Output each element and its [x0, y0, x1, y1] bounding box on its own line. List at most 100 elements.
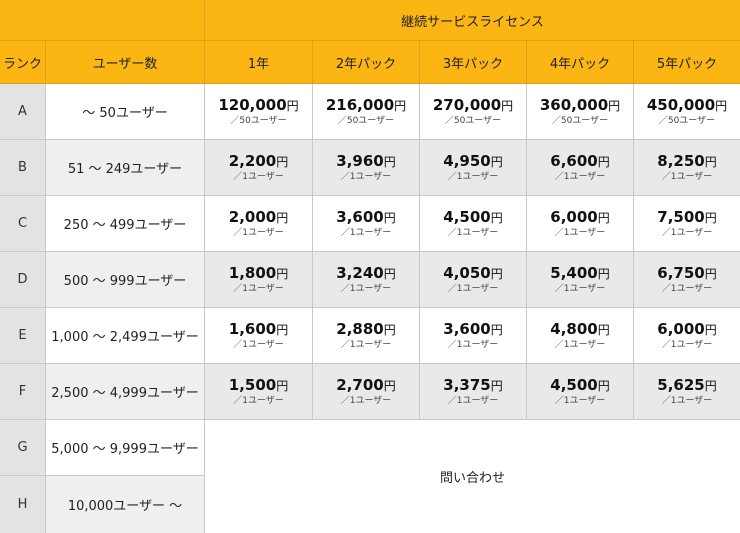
rank-cell: F	[0, 364, 46, 420]
price-cell: 4,800円 ／1ユーザー	[527, 308, 634, 364]
price-amount: 2,700	[336, 375, 384, 394]
price-cell: 270,000円 ／50ユーザー	[420, 84, 527, 140]
currency-suffix: 円	[608, 98, 621, 113]
price-amount: 1,800	[228, 263, 277, 282]
users-cell: 1,000 ～ 2,499ユーザー	[46, 308, 205, 364]
price-amount: 120,000	[218, 95, 287, 114]
currency-suffix: 円	[704, 154, 717, 169]
header-rank: ランク	[0, 41, 46, 84]
price-amount: 5,400	[550, 263, 598, 282]
price-cell: 2,000円 ／1ユーザー	[205, 196, 313, 252]
users-cell: 51 ～ 249ユーザー	[46, 140, 205, 196]
price-cell: 4,500円 ／1ユーザー	[420, 196, 527, 252]
price-unit: ／1ユーザー	[447, 171, 499, 182]
header-year-1: 1年	[205, 41, 313, 84]
currency-suffix: 円	[276, 322, 289, 337]
price-cell: 2,700円 ／1ユーザー	[313, 364, 420, 420]
price-amount: 6,600	[550, 151, 598, 170]
price-amount: 2,200	[228, 151, 277, 170]
price-amount: 360,000	[539, 95, 609, 114]
header-year-2: 2年パック	[313, 41, 420, 84]
rank-cell: A	[0, 84, 46, 140]
price-amount: 4,950	[443, 151, 491, 170]
users-cell: 5,000 ～ 9,999ユーザー	[46, 420, 205, 476]
currency-suffix: 円	[597, 154, 610, 169]
price-unit: ／1ユーザー	[447, 283, 499, 294]
price-unit: ／1ユーザー	[554, 395, 606, 406]
price-unit: ／1ユーザー	[340, 395, 392, 406]
currency-suffix: 円	[490, 210, 503, 225]
rank-cell: D	[0, 252, 46, 308]
header-year-3: 3年パック	[420, 41, 527, 84]
price-unit: ／1ユーザー	[447, 339, 499, 350]
price-amount: 270,000	[432, 95, 502, 114]
currency-suffix: 円	[490, 378, 503, 393]
header-corner	[0, 0, 205, 41]
price-amount: 4,800	[550, 319, 598, 338]
users-cell: 2,500 ～ 4,999ユーザー	[46, 364, 205, 420]
price-cell: 2,880円 ／1ユーザー	[313, 308, 420, 364]
currency-suffix: 円	[490, 154, 503, 169]
price-unit: ／1ユーザー	[554, 339, 606, 350]
price-cell: 5,625円 ／1ユーザー	[634, 364, 740, 420]
currency-suffix: 円	[276, 154, 289, 169]
price-amount: 6,750	[657, 263, 705, 282]
price-cell: 4,950円 ／1ユーザー	[420, 140, 527, 196]
price-amount: 1,600	[228, 319, 277, 338]
price-unit: ／1ユーザー	[340, 171, 392, 182]
price-amount: 3,375	[443, 375, 491, 394]
price-amount: 3,600	[336, 207, 384, 226]
price-unit: ／1ユーザー	[233, 283, 284, 294]
price-cell: 5,400円 ／1ユーザー	[527, 252, 634, 308]
users-cell: ～ 50ユーザー	[46, 84, 205, 140]
currency-suffix: 円	[704, 266, 717, 281]
price-amount: 3,600	[443, 319, 491, 338]
currency-suffix: 円	[704, 378, 717, 393]
currency-suffix: 円	[286, 98, 299, 113]
price-amount: 4,050	[443, 263, 491, 282]
currency-suffix: 円	[276, 210, 289, 225]
price-cell: 4,500円 ／1ユーザー	[527, 364, 634, 420]
rank-cell: G	[0, 420, 46, 476]
price-unit: ／50ユーザー	[444, 115, 502, 126]
currency-suffix: 円	[276, 266, 289, 281]
price-unit: ／50ユーザー	[337, 115, 395, 126]
users-cell: 500 ～ 999ユーザー	[46, 252, 205, 308]
currency-suffix: 円	[383, 378, 396, 393]
price-unit: ／1ユーザー	[233, 339, 284, 350]
price-cell: 360,000円 ／50ユーザー	[527, 84, 634, 140]
price-cell: 3,600円 ／1ユーザー	[313, 196, 420, 252]
price-cell: 6,000円 ／1ユーザー	[634, 308, 740, 364]
price-unit: ／1ユーザー	[661, 227, 713, 238]
price-unit: ／1ユーザー	[233, 171, 284, 182]
currency-suffix: 円	[383, 210, 396, 225]
price-cell: 4,050円 ／1ユーザー	[420, 252, 527, 308]
price-amount: 3,240	[336, 263, 384, 282]
currency-suffix: 円	[597, 266, 610, 281]
price-amount: 450,000	[646, 95, 716, 114]
currency-suffix: 円	[597, 378, 610, 393]
price-unit: ／1ユーザー	[661, 283, 713, 294]
price-amount: 7,500	[657, 207, 705, 226]
header-users: ユーザー数	[46, 41, 205, 84]
price-unit: ／1ユーザー	[233, 395, 284, 406]
price-cell: 6,600円 ／1ユーザー	[527, 140, 634, 196]
price-unit: ／50ユーザー	[230, 115, 287, 126]
price-amount: 216,000	[325, 95, 395, 114]
price-unit: ／1ユーザー	[340, 339, 392, 350]
users-cell: 250 ～ 499ユーザー	[46, 196, 205, 252]
price-unit: ／1ユーザー	[661, 171, 713, 182]
currency-suffix: 円	[715, 98, 728, 113]
price-cell: 8,250円 ／1ユーザー	[634, 140, 740, 196]
price-amount: 2,880	[336, 319, 384, 338]
price-unit: ／1ユーザー	[340, 227, 392, 238]
price-amount: 1,500	[228, 375, 277, 394]
currency-suffix: 円	[704, 210, 717, 225]
price-cell: 1,600円 ／1ユーザー	[205, 308, 313, 364]
currency-suffix: 円	[394, 98, 407, 113]
currency-suffix: 円	[383, 154, 396, 169]
price-cell: 3,375円 ／1ユーザー	[420, 364, 527, 420]
header-year-4: 4年パック	[527, 41, 634, 84]
price-cell: 120,000円 ／50ユーザー	[205, 84, 313, 140]
